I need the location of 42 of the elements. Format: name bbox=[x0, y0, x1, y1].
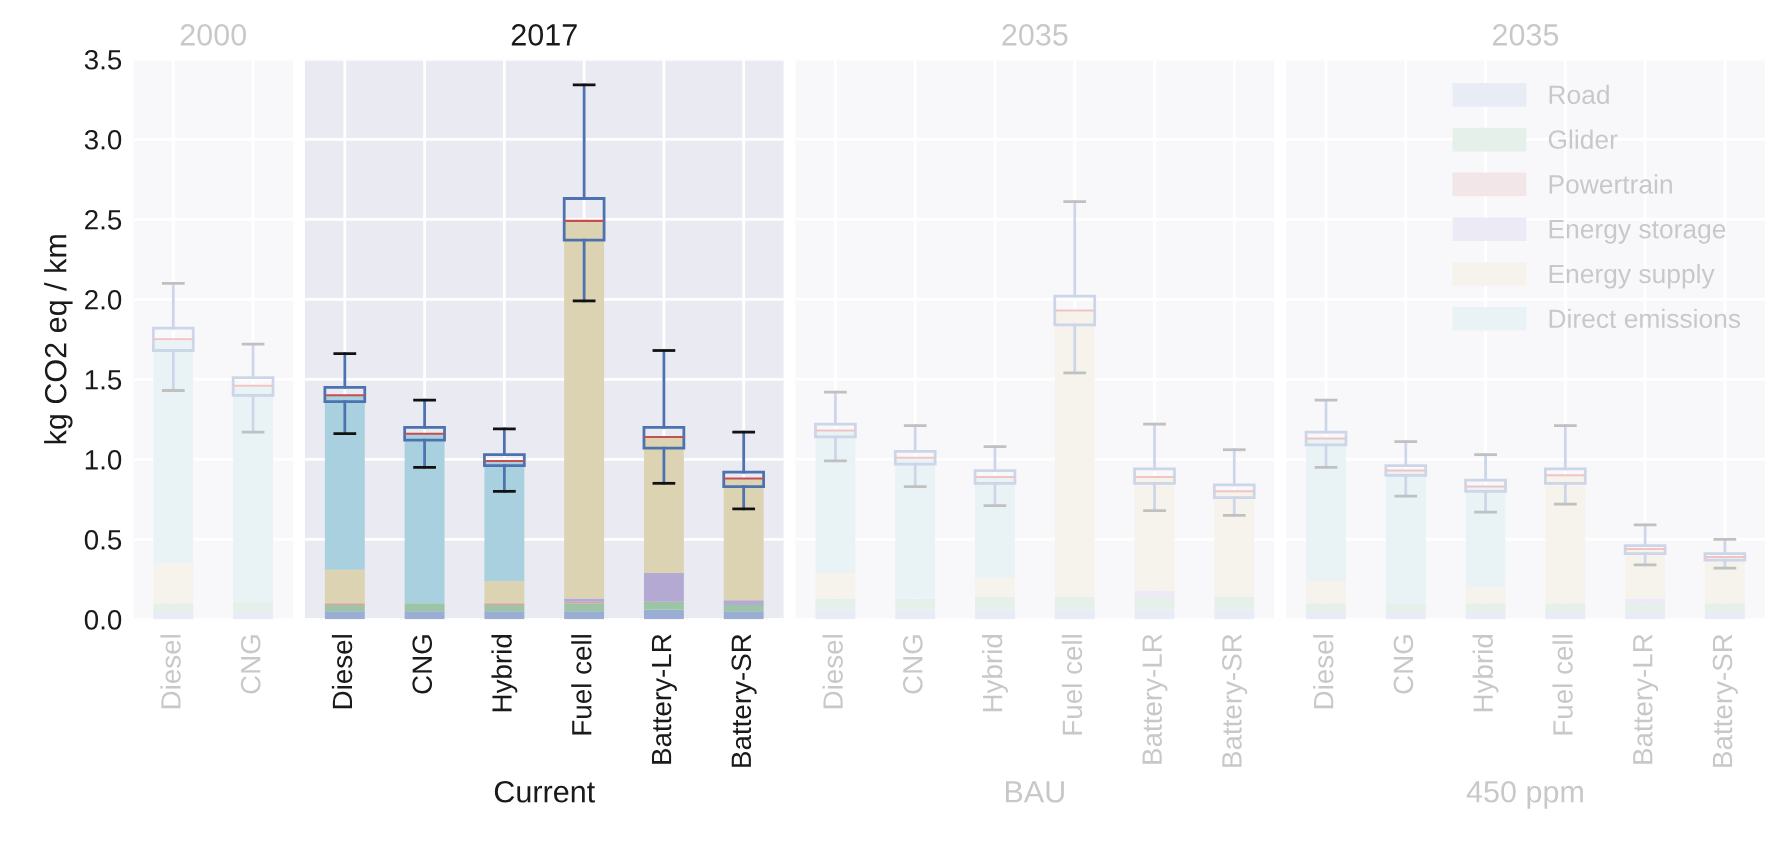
bar bbox=[324, 395, 365, 570]
x-tick-label: Hybrid bbox=[491, 635, 518, 712]
bar bbox=[723, 611, 764, 620]
y-tick-label: 3.0 bbox=[84, 129, 122, 150]
bar bbox=[404, 433, 445, 604]
bar bbox=[564, 611, 605, 620]
x-tick-label: Diesel bbox=[331, 635, 353, 709]
bar bbox=[1214, 491, 1255, 597]
bar bbox=[723, 600, 764, 605]
chart-title: 2017 bbox=[511, 24, 577, 46]
y-tick-label: 2.0 bbox=[85, 289, 122, 310]
y-tick-label: 0.0 bbox=[84, 610, 122, 630]
bar bbox=[484, 460, 525, 581]
bar bbox=[1054, 310, 1095, 597]
y-tick-label: 1.0 bbox=[85, 449, 122, 470]
bar bbox=[643, 572, 684, 602]
x-tick-label: CNG bbox=[412, 635, 433, 694]
bar bbox=[324, 569, 365, 604]
y-tick-label: 3.5 bbox=[84, 49, 122, 70]
x-axis-title: Current bbox=[494, 780, 595, 803]
bar bbox=[1545, 475, 1586, 604]
x-tick-label: Battery-LR bbox=[651, 634, 677, 764]
bar bbox=[484, 580, 525, 604]
bar bbox=[404, 611, 445, 620]
bar bbox=[484, 611, 525, 620]
bar bbox=[324, 604, 365, 612]
x-tick-label: Fuel cell bbox=[571, 635, 592, 735]
y-tick-label: 1.5 bbox=[85, 370, 122, 390]
bar bbox=[643, 436, 684, 573]
x-tick-label: Battery-SR bbox=[731, 634, 757, 767]
y-tick-label: 0.5 bbox=[84, 530, 122, 550]
bar bbox=[723, 478, 764, 601]
y-axis-title: kg CO2 eq / km bbox=[44, 235, 73, 444]
y-tick-label: 2.5 bbox=[85, 209, 122, 230]
bar bbox=[643, 609, 684, 620]
bar bbox=[404, 603, 445, 612]
bar bbox=[564, 220, 605, 599]
bar bbox=[324, 611, 365, 620]
bar bbox=[564, 603, 605, 612]
bar bbox=[723, 604, 764, 612]
bar bbox=[484, 604, 525, 612]
bar bbox=[643, 601, 684, 610]
